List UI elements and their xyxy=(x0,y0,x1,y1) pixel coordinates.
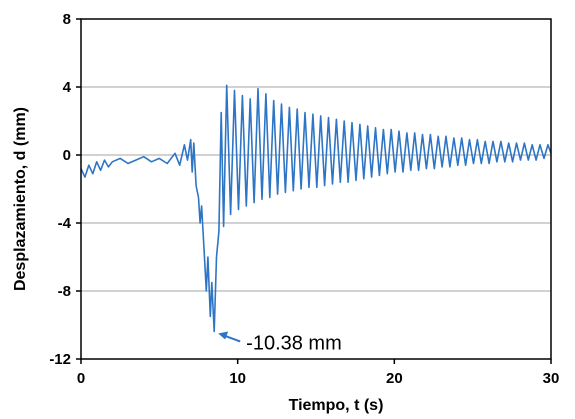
y-tick-label: -4 xyxy=(58,215,72,232)
x-tick-label: 10 xyxy=(229,370,246,387)
x-axis-label: Tiempo, t (s) xyxy=(289,397,384,414)
y-tick-label: -12 xyxy=(49,351,71,368)
annotation-label: -10.38 mm xyxy=(246,332,342,354)
grid-lines xyxy=(81,86,551,292)
annotation-arrow-line xyxy=(224,335,241,343)
series-layer xyxy=(80,84,552,333)
y-axis-label: Desplazamiento, d (mm) xyxy=(12,107,29,291)
x-tick-label: 0 xyxy=(77,370,85,387)
x-tick-label: 30 xyxy=(543,370,560,387)
y-tick-label: 0 xyxy=(63,147,71,164)
y-tick-label: 4 xyxy=(63,79,72,96)
min-annotation: -10.38 mm xyxy=(218,331,342,354)
y-tick-label: 8 xyxy=(63,11,71,28)
x-tick-label: 20 xyxy=(386,370,403,387)
annotation-arrow-head xyxy=(218,331,229,340)
axes xyxy=(76,18,552,364)
plot-frame xyxy=(80,18,552,360)
series-line xyxy=(80,84,552,333)
y-tick-label: -8 xyxy=(58,283,71,300)
tick-labels: 8 4 0 -4 -8 -12 0 10 20 30 xyxy=(49,11,559,387)
